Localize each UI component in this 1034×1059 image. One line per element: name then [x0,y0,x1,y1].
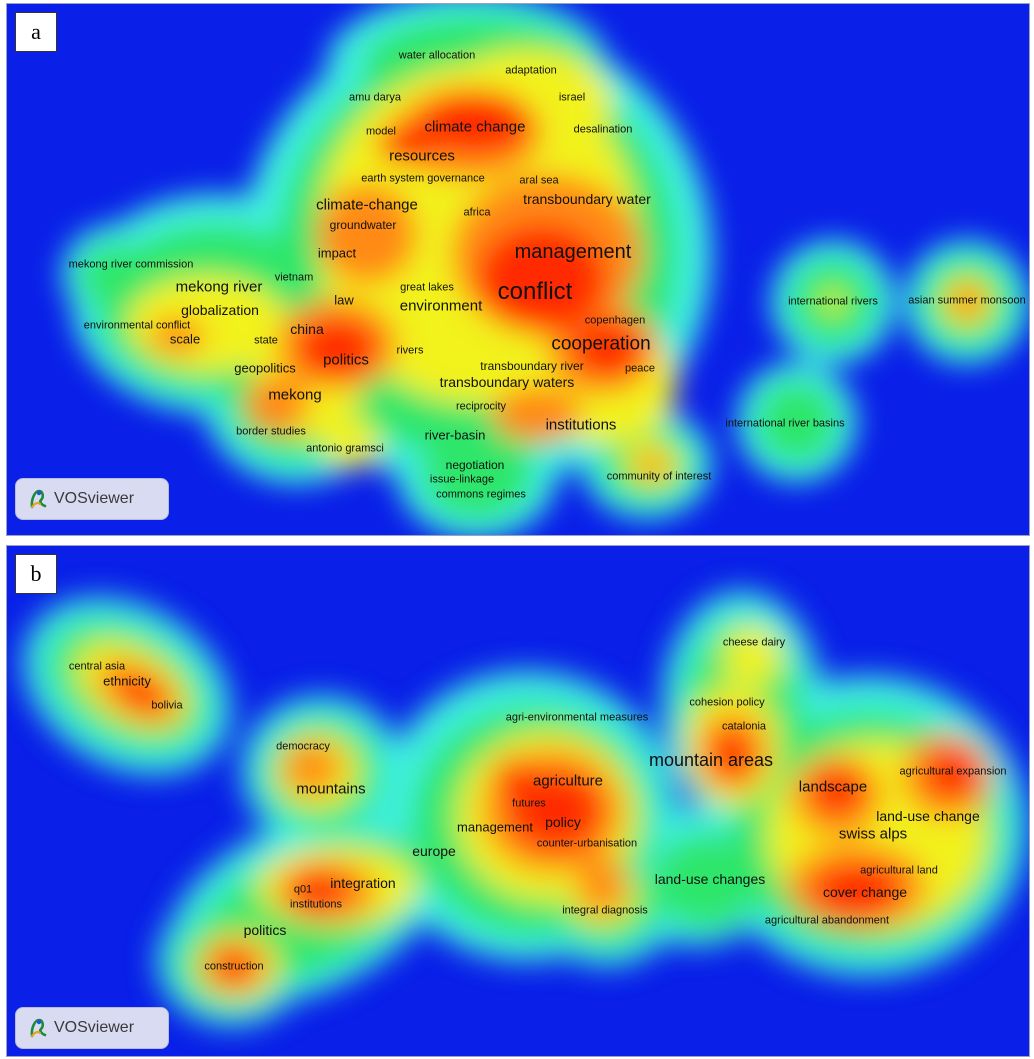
keyword-label: amu darya [349,91,401,104]
keyword-label: model [366,125,396,138]
keyword-label: river-basin [424,427,486,443]
keyword-label: scale [169,331,201,347]
keyword-label: geopolitics [234,360,296,376]
keyword-label: resources [389,147,455,165]
density-map-panel-a: a water allocation adaptation amu darya isr… [6,3,1030,536]
keyword-label: institutions [545,416,617,434]
keyword-label: agricultural expansion [899,765,1007,778]
keyword-label: construction [204,960,264,973]
keyword-label: q01 [293,883,313,896]
keyword-label: cohesion policy [689,696,765,709]
keyword-label: globalization [181,302,259,318]
keyword-label: cheese dairy [722,636,786,649]
keyword-label: land-use change [876,808,980,824]
keyword-label: border studies [236,425,306,438]
keyword-label: agri-environmental measures [505,711,649,724]
keyword-label: peace [625,362,655,375]
keyword-label: management [457,819,533,835]
keyword-label: desalination [573,123,633,136]
vosviewer-badge: VOSviewer [15,478,169,520]
keyword-label: conflict [497,278,573,305]
keyword-label: europe [412,843,456,859]
keyword-label: agricultural land [860,864,938,877]
keyword-label: copenhagen [584,314,646,327]
keyword-label: landscape [798,778,868,796]
keyword-label: mountain areas [648,750,774,770]
keyword-label: issue-linkage [429,473,495,486]
vosviewer-logo-icon [30,489,47,509]
keyword-label: china [290,321,324,337]
keyword-label: integration [330,875,396,891]
density-heatmap-b [23,591,1027,1026]
keyword-label: futures [512,797,546,810]
keyword-label: great lakes [400,281,454,294]
keyword-label: climate-change [316,196,418,214]
density-heatmap-a [62,4,1029,535]
keyword-label: transboundary water [523,191,651,207]
vosviewer-badge: VOSviewer [15,1007,169,1049]
keyword-label: management [514,241,632,263]
keyword-label: water allocation [398,49,476,62]
keyword-label: counter-urbanisation [536,837,638,850]
vosviewer-brand-text: VOSviewer [54,1019,135,1036]
keyword-label: state [254,334,278,347]
panel-label: b [15,554,57,594]
keyword-label: policy [545,814,581,830]
keyword-label: land-use changes [654,871,766,887]
keyword-label: international river basins [725,417,845,430]
keyword-label: integral diagnosis [562,904,648,917]
keyword-label: earth system governance [361,172,485,185]
keyword-label: environmental conflict [83,319,191,332]
keyword-label: climate change [424,118,526,136]
keyword-label: negotiation [445,458,505,472]
keyword-label: transboundary river [480,359,584,373]
keyword-label: institutions [290,898,342,911]
keyword-label: mekong river [175,278,263,296]
keyword-label: catalonia [721,720,767,733]
keyword-label: environment [399,297,483,315]
keyword-label: politics [243,922,287,938]
keyword-label: agriculture [532,772,604,790]
panel-label: a [15,12,57,52]
keyword-label: adaptation [505,64,557,77]
keyword-label: mekong river commission [68,258,194,271]
keyword-label: reciprocity [455,400,507,413]
keyword-label: agricultural abandonment [764,914,890,927]
vosviewer-logo-icon [30,1018,47,1038]
keyword-label: cover change [822,884,908,900]
keyword-label: rivers [396,344,424,357]
keyword-label: international rivers [788,295,878,308]
keyword-label: vietnam [274,271,314,284]
keyword-label: community of interest [606,470,712,483]
keyword-label: bolivia [151,699,183,712]
density-map-panel-b: b cheese dairy central asia ethnicity boliv… [6,545,1030,1057]
keyword-label: mekong [268,386,322,404]
keyword-label: asian summer monsoon [908,294,1026,307]
keyword-label: israel [558,91,586,104]
vosviewer-brand-text: VOSviewer [54,490,135,507]
keyword-label: mountains [296,780,366,798]
keyword-label: central asia [68,660,126,673]
keyword-label: impact [317,245,357,261]
keyword-label: antonio gramsci [306,442,384,455]
keyword-label: africa [463,206,491,219]
keyword-label: democracy [276,740,330,753]
keyword-label: groundwater [329,218,397,232]
keyword-label: transboundary waters [439,374,575,390]
keyword-label: law [334,292,354,308]
keyword-label: ethnicity [103,673,151,689]
keyword-label: swiss alps [838,825,908,843]
keyword-label: cooperation [551,333,651,355]
keyword-label: aral sea [519,174,559,187]
keyword-label: politics [323,351,369,369]
keyword-label: commons regimes [436,488,526,501]
